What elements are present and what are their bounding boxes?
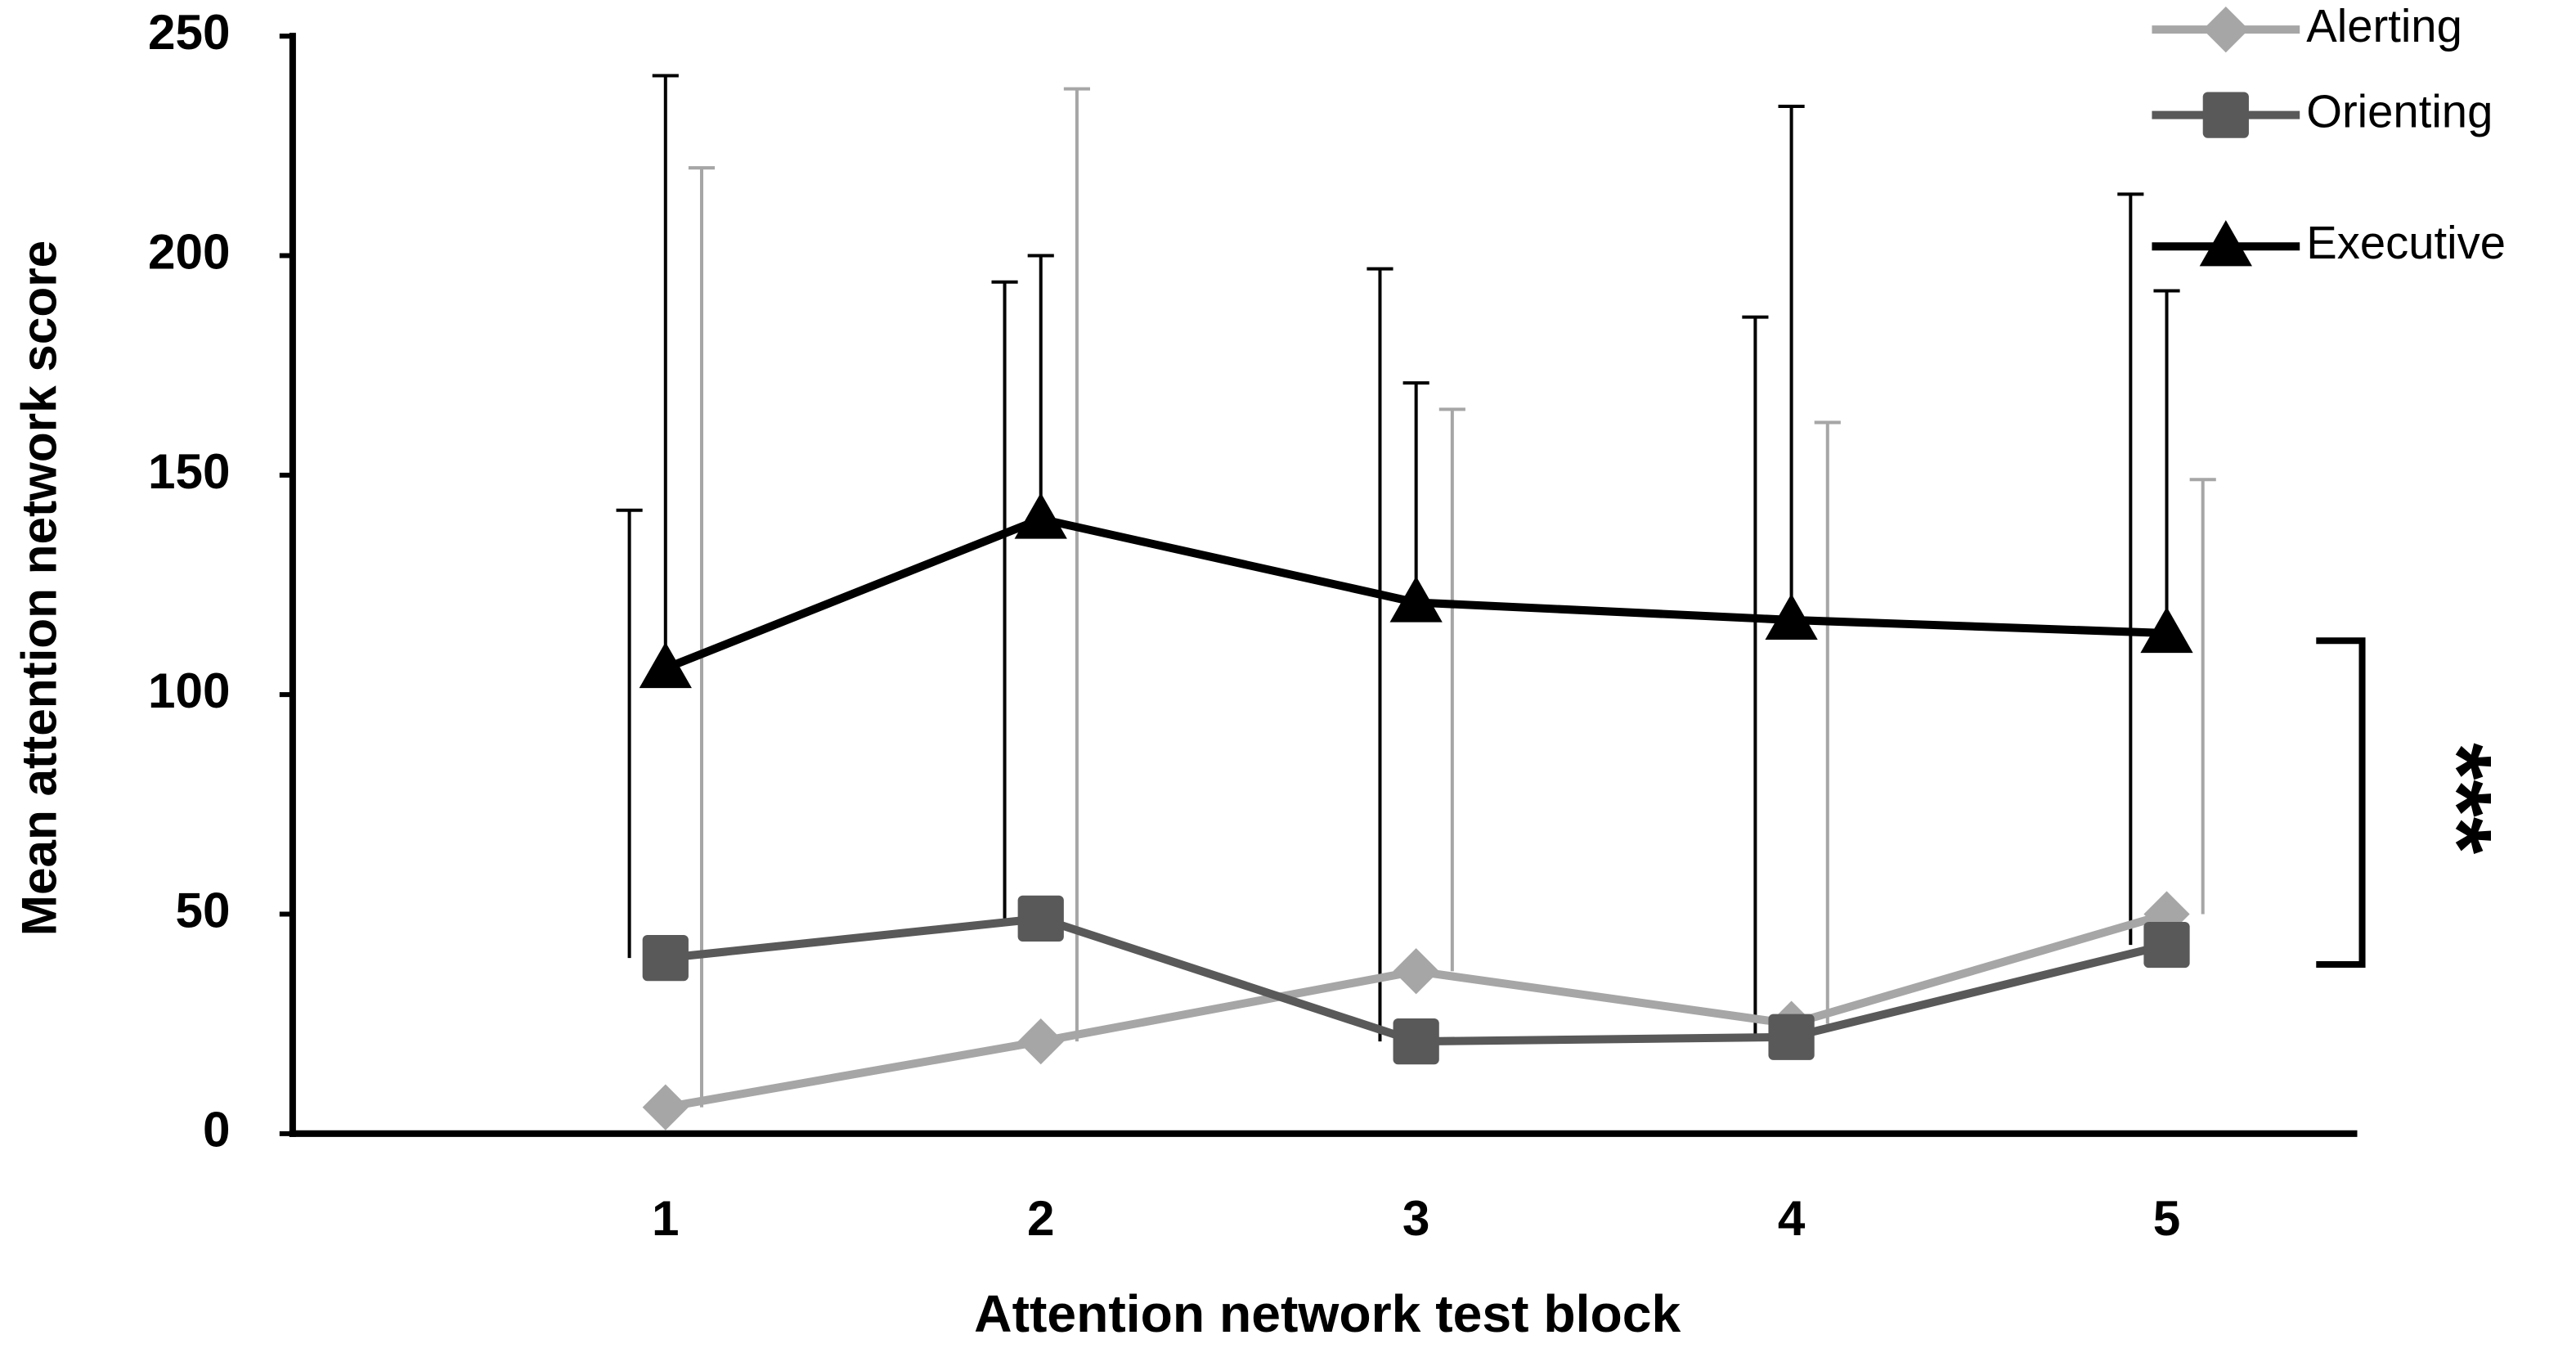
y-tick-label: 250 xyxy=(148,4,231,60)
data-point xyxy=(1014,492,1067,539)
data-point xyxy=(1017,1018,1064,1065)
data-point xyxy=(642,1084,689,1131)
data-point xyxy=(1389,576,1443,623)
y-axis-title: Mean attention network score xyxy=(11,240,67,936)
x-tick-label: 5 xyxy=(2153,1190,2181,1246)
data-point xyxy=(1765,593,1818,641)
y-tick-label: 100 xyxy=(148,663,231,718)
x-tick-label: 3 xyxy=(1402,1190,1430,1246)
x-tick-label: 4 xyxy=(1778,1190,1806,1246)
x-axis-title: Attention network test block xyxy=(974,1284,1681,1343)
data-point xyxy=(639,641,692,689)
legend-marker xyxy=(2202,7,2249,53)
legend-label: Alerting xyxy=(2306,0,2462,52)
legend-marker xyxy=(2199,220,2252,267)
data-point xyxy=(1017,895,1064,942)
legend-label: Executive xyxy=(2306,217,2506,268)
significance-bracket xyxy=(2316,637,2366,968)
significance-label: *** xyxy=(2405,743,2511,855)
y-tick-label: 200 xyxy=(148,223,231,279)
legend-marker xyxy=(2202,92,2249,138)
x-tick-label: 2 xyxy=(1027,1190,1055,1246)
data-point xyxy=(2143,921,2190,969)
data-point xyxy=(1393,1018,1439,1065)
legend-label: Orienting xyxy=(2306,85,2493,137)
data-point xyxy=(2140,606,2193,654)
data-point xyxy=(1768,1014,1815,1060)
series-line xyxy=(664,910,2168,1112)
x-tick-label: 1 xyxy=(652,1190,680,1246)
data-point xyxy=(1393,948,1439,995)
y-tick-label: 0 xyxy=(203,1102,231,1157)
y-tick-label: 50 xyxy=(176,882,231,937)
y-tick-label: 150 xyxy=(148,443,231,499)
data-point xyxy=(642,935,689,982)
